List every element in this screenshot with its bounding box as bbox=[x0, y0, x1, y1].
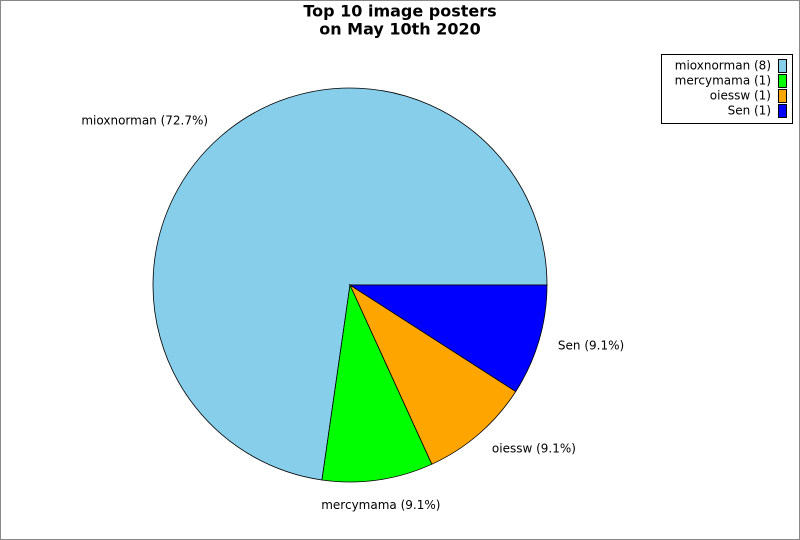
chart-title: Top 10 image posters bbox=[303, 2, 496, 21]
legend-swatch bbox=[778, 104, 787, 118]
pie-slice bbox=[321, 283, 433, 483]
slice-label: oiessw (9.1%) bbox=[492, 441, 576, 455]
legend-swatch bbox=[778, 59, 787, 73]
pie-slice bbox=[152, 87, 548, 481]
pie-slice bbox=[349, 283, 517, 465]
legend-swatch bbox=[778, 89, 787, 103]
legend-label: mioxnorman (8) bbox=[675, 59, 771, 73]
chart-title: on May 10th 2020 bbox=[319, 20, 481, 39]
legend-box bbox=[661, 54, 793, 124]
slice-label: Sen (9.1%) bbox=[558, 339, 624, 353]
slice-label: mioxnorman (72.7%) bbox=[81, 114, 208, 128]
legend-label: mercymama (1) bbox=[675, 74, 771, 88]
slice-label: mercymama (9.1%) bbox=[321, 498, 440, 512]
legend-swatch bbox=[778, 74, 787, 88]
legend-label: oiessw (1) bbox=[710, 89, 771, 103]
pie-slice bbox=[348, 284, 548, 393]
legend-label: Sen (1) bbox=[728, 104, 771, 118]
